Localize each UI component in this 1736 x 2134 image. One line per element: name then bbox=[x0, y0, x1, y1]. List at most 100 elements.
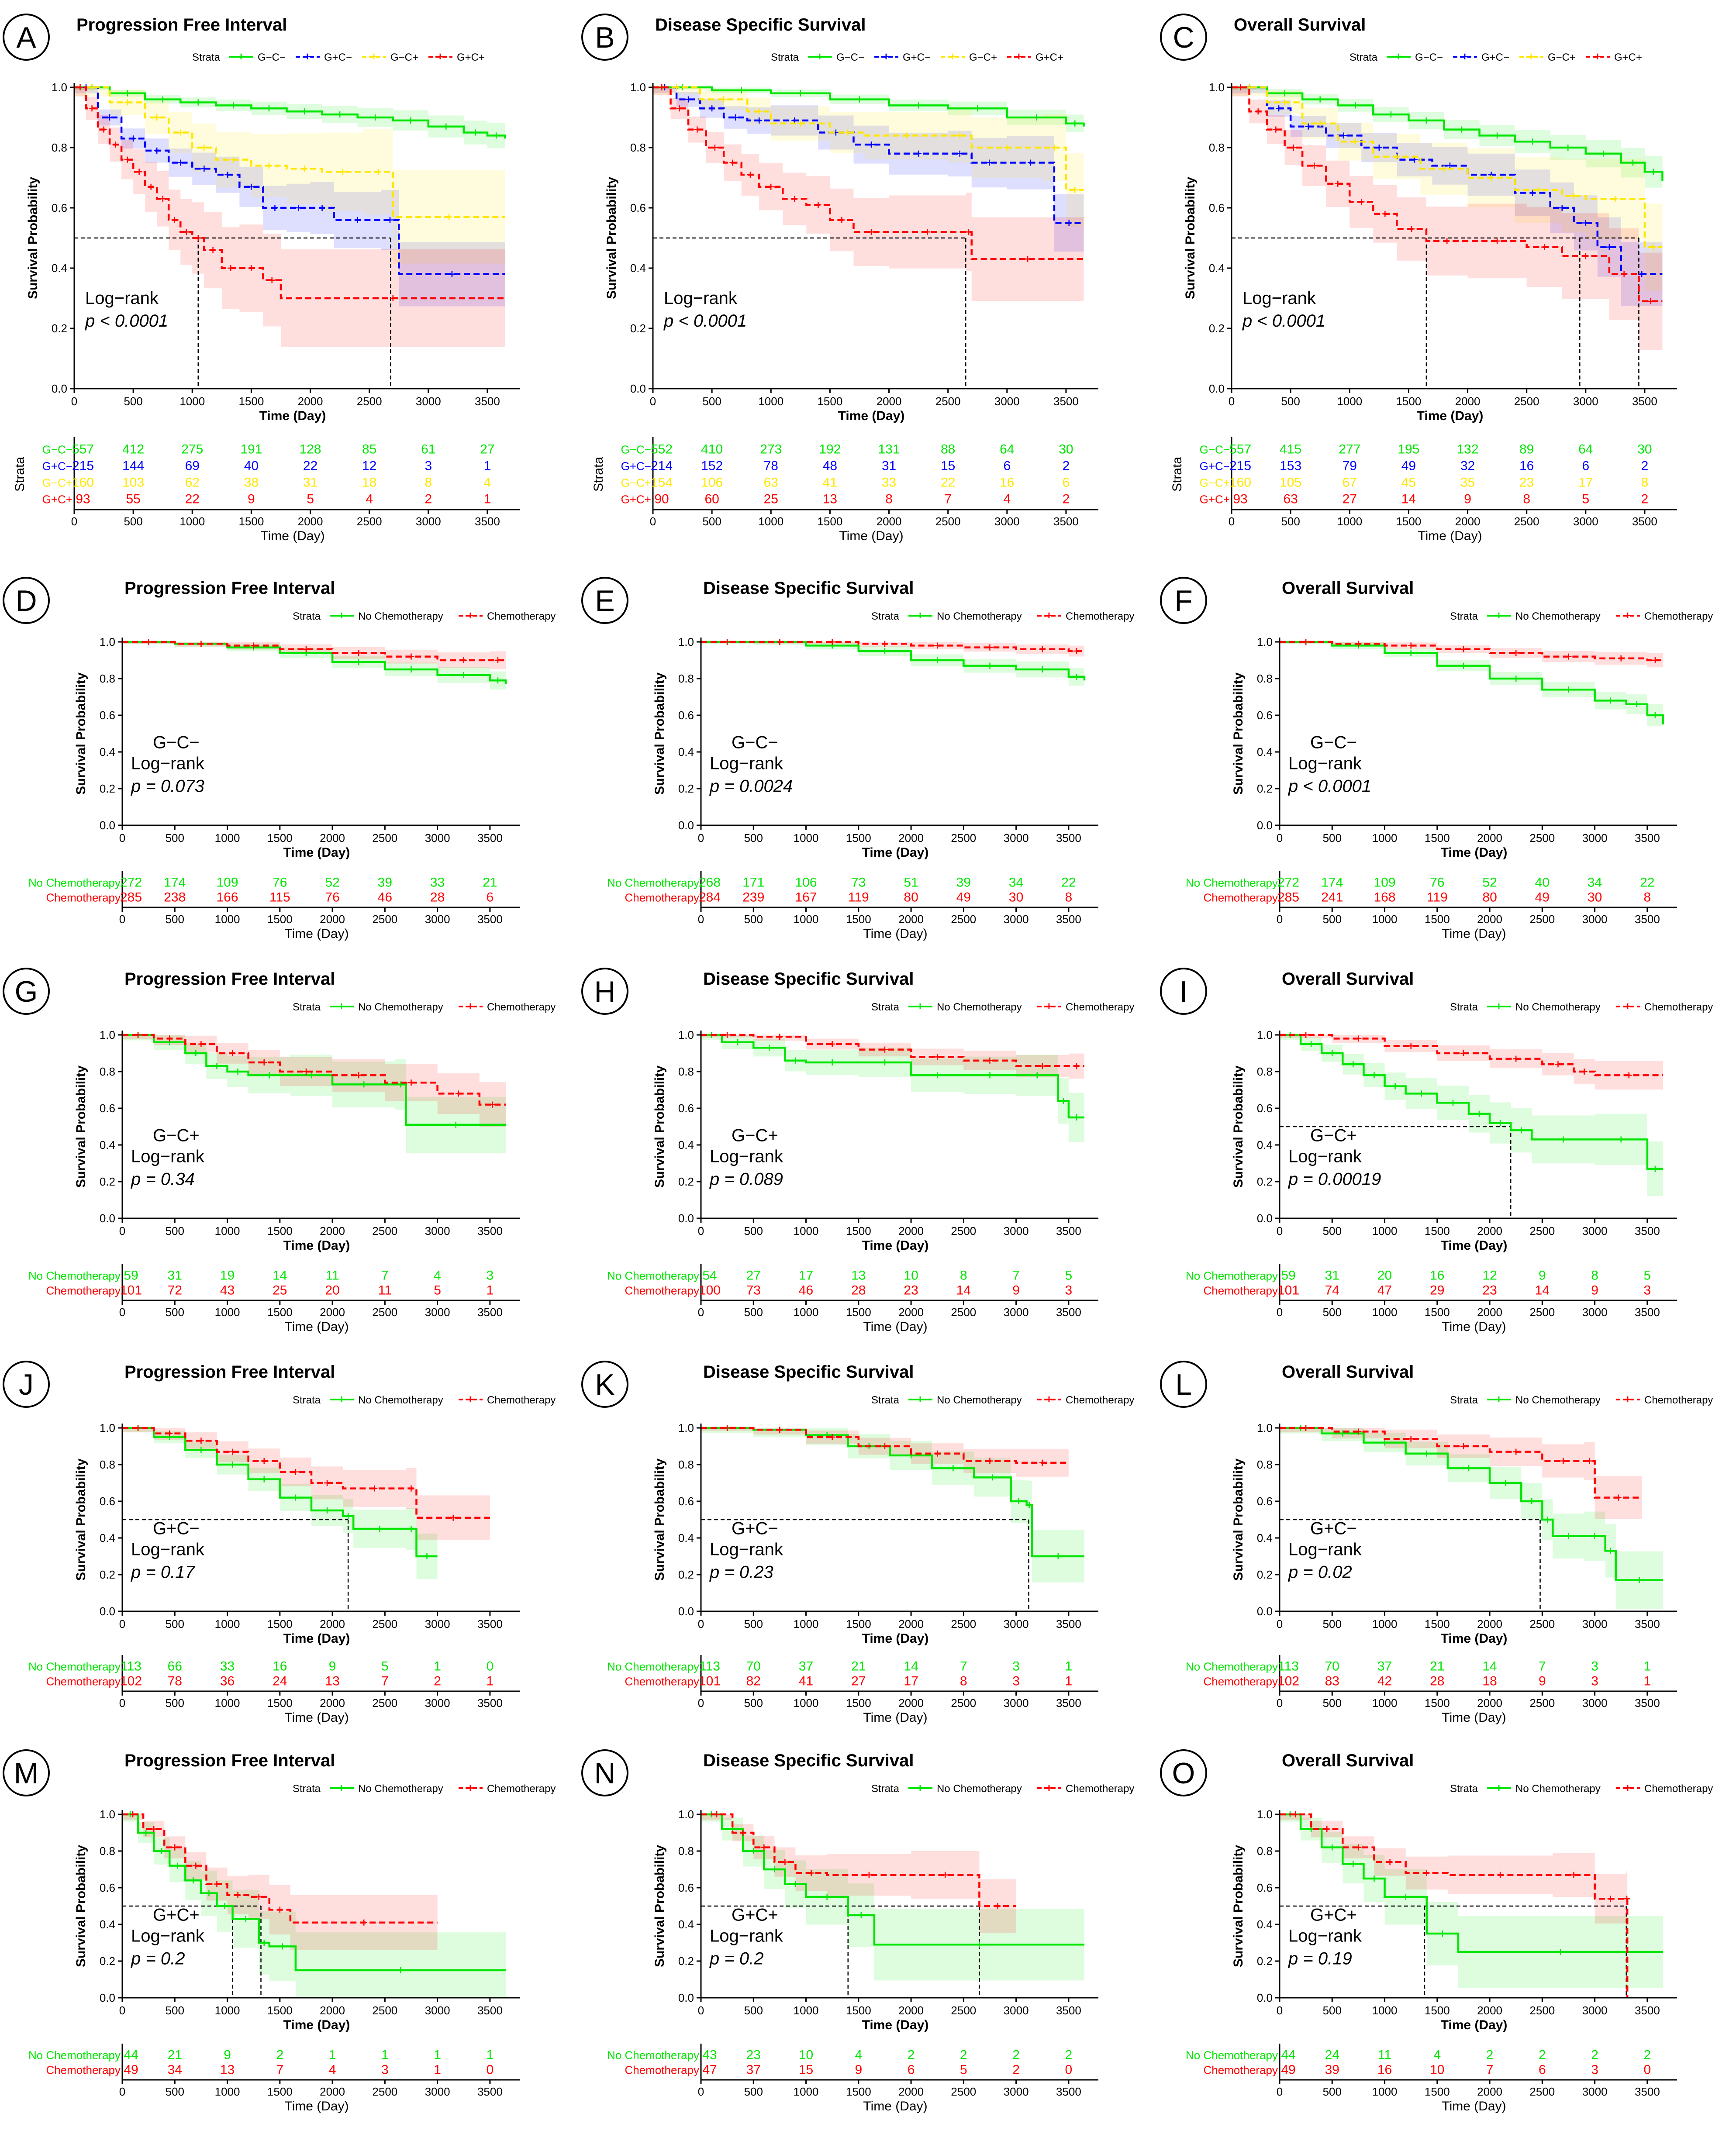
censor-mark bbox=[714, 1811, 720, 1817]
censor-mark bbox=[145, 639, 152, 645]
x-tick-label: 1000 bbox=[794, 1617, 819, 1631]
censor-mark bbox=[1570, 1872, 1577, 1878]
censor-mark bbox=[881, 641, 888, 647]
risk-value: 1 bbox=[484, 492, 491, 507]
censor-mark bbox=[89, 84, 95, 90]
y-tick-label: 0.2 bbox=[678, 782, 694, 795]
x-tick-label: 2500 bbox=[1529, 1617, 1555, 1631]
risk-value: 13 bbox=[220, 2063, 235, 2077]
censor-mark bbox=[1408, 1043, 1414, 1049]
x-tick-label: 1500 bbox=[1425, 1617, 1450, 1631]
ci-band-G−C− bbox=[653, 87, 1084, 137]
y-tick-label: 0.4 bbox=[100, 745, 115, 758]
x-axis-title: Time (Day) bbox=[283, 2018, 350, 2032]
risk-value: 21 bbox=[851, 1659, 866, 1674]
panel-letter: C bbox=[1173, 21, 1194, 54]
chart-title: Overall Survival bbox=[1282, 969, 1414, 989]
risk-value: 9 bbox=[1464, 492, 1471, 507]
x-tick-label: 1000 bbox=[794, 1224, 819, 1238]
chart-title: Disease Specific Survival bbox=[703, 1362, 914, 1382]
censor-mark bbox=[1623, 1896, 1630, 1902]
x-tick-label: 2500 bbox=[372, 1224, 397, 1238]
panel-N: N Disease Specific Survival Strata + No Chem… bbox=[581, 1749, 1134, 2113]
risk-value: 27 bbox=[851, 1674, 866, 1689]
risk-value: 1 bbox=[381, 2048, 389, 2062]
risk-row-label: G−C+ bbox=[621, 476, 651, 490]
censor-mark bbox=[777, 1034, 783, 1040]
censor-mark bbox=[452, 1121, 459, 1128]
censor-mark bbox=[1586, 1458, 1593, 1464]
y-tick-label: 0.0 bbox=[1257, 1991, 1273, 2004]
risk-value: 6 bbox=[908, 2063, 915, 2077]
censor-mark bbox=[292, 1469, 299, 1475]
x-tick-label: 3500 bbox=[1056, 2004, 1081, 2017]
censor-mark bbox=[355, 650, 362, 656]
risk-value: 14 bbox=[956, 1283, 971, 1298]
risk-value: 7 bbox=[381, 1269, 389, 1283]
risk-value: 64 bbox=[1000, 442, 1014, 457]
risk-value: 10 bbox=[904, 1269, 918, 1283]
y-tick-label: 0.0 bbox=[100, 819, 115, 832]
risk-x-tick-label: 0 bbox=[1277, 1696, 1283, 1710]
chart-title: Progression Free Interval bbox=[124, 1751, 335, 1770]
legend-marker: + bbox=[370, 50, 377, 63]
group-label: G−C− bbox=[732, 733, 778, 752]
ci-band-No Chemotherapy bbox=[1280, 1814, 1663, 1992]
x-tick-label: 3000 bbox=[1573, 395, 1598, 408]
risk-value: 22 bbox=[303, 459, 318, 473]
y-tick-label: 1.0 bbox=[52, 81, 67, 94]
y-tick-label: 0.8 bbox=[100, 1844, 115, 1858]
ci-band-No Chemotherapy bbox=[1280, 1428, 1663, 1611]
risk-value: 2 bbox=[1065, 2048, 1073, 2062]
x-tick-label: 500 bbox=[744, 2004, 763, 2017]
x-tick-label: 3500 bbox=[1056, 831, 1081, 845]
legend-marker: + bbox=[917, 1393, 923, 1406]
risk-x-tick-label: 2000 bbox=[898, 1306, 924, 1319]
group-label: G+C− bbox=[153, 1519, 200, 1538]
censor-mark bbox=[659, 84, 665, 90]
censor-mark bbox=[1633, 701, 1640, 707]
risk-x-tick-label: 1500 bbox=[846, 2085, 871, 2098]
x-tick-label: 2000 bbox=[898, 2004, 924, 2017]
panel-letter: L bbox=[1175, 1368, 1192, 1401]
x-tick-label: 2500 bbox=[1514, 395, 1539, 408]
risk-value: 30 bbox=[1637, 442, 1652, 457]
y-tick-label: 1.0 bbox=[678, 1808, 694, 1821]
censor-mark bbox=[354, 217, 361, 223]
censor-mark bbox=[721, 96, 727, 103]
logrank-label: Log−rank bbox=[710, 1147, 783, 1166]
censor-mark bbox=[450, 1514, 456, 1521]
y-tick-label: 0.4 bbox=[1257, 1138, 1273, 1151]
censor-mark bbox=[324, 1507, 331, 1513]
censor-mark bbox=[201, 165, 207, 172]
risk-value: 1 bbox=[1644, 1674, 1651, 1689]
panel-letter: F bbox=[1174, 584, 1193, 617]
p-value: p < 0.0001 bbox=[85, 311, 168, 331]
y-tick-label: 0.8 bbox=[1257, 1844, 1273, 1858]
risk-value: 28 bbox=[851, 1283, 866, 1298]
x-tick-label: 2500 bbox=[951, 1224, 976, 1238]
risk-value: 42 bbox=[1377, 1674, 1392, 1689]
censor-mark bbox=[472, 129, 479, 136]
censor-mark bbox=[489, 1101, 496, 1108]
curve-Chemotherapy bbox=[701, 1034, 1084, 1067]
y-tick-label: 0.0 bbox=[1257, 1212, 1273, 1225]
censor-mark bbox=[1513, 650, 1519, 656]
risk-value: 2 bbox=[1486, 2048, 1494, 2062]
risk-value: 4 bbox=[329, 2063, 336, 2077]
legend-marker: + bbox=[304, 50, 311, 63]
risk-value: 93 bbox=[76, 492, 90, 507]
risk-value: 88 bbox=[941, 442, 955, 457]
risk-value: 5 bbox=[307, 492, 314, 507]
ci-band-G+C+ bbox=[653, 87, 1084, 303]
censor-mark bbox=[724, 639, 731, 645]
x-tick-label: 500 bbox=[166, 2004, 184, 2017]
risk-value: 115 bbox=[269, 890, 290, 905]
risk-value: 25 bbox=[273, 1283, 287, 1298]
censor-mark bbox=[1591, 1533, 1598, 1539]
x-tick-label: 3500 bbox=[477, 1224, 503, 1238]
risk-value: 72 bbox=[168, 1283, 182, 1298]
censor-mark bbox=[1650, 244, 1657, 250]
risk-x-tick-label: 3000 bbox=[425, 2085, 450, 2098]
censor-mark bbox=[942, 1872, 949, 1878]
